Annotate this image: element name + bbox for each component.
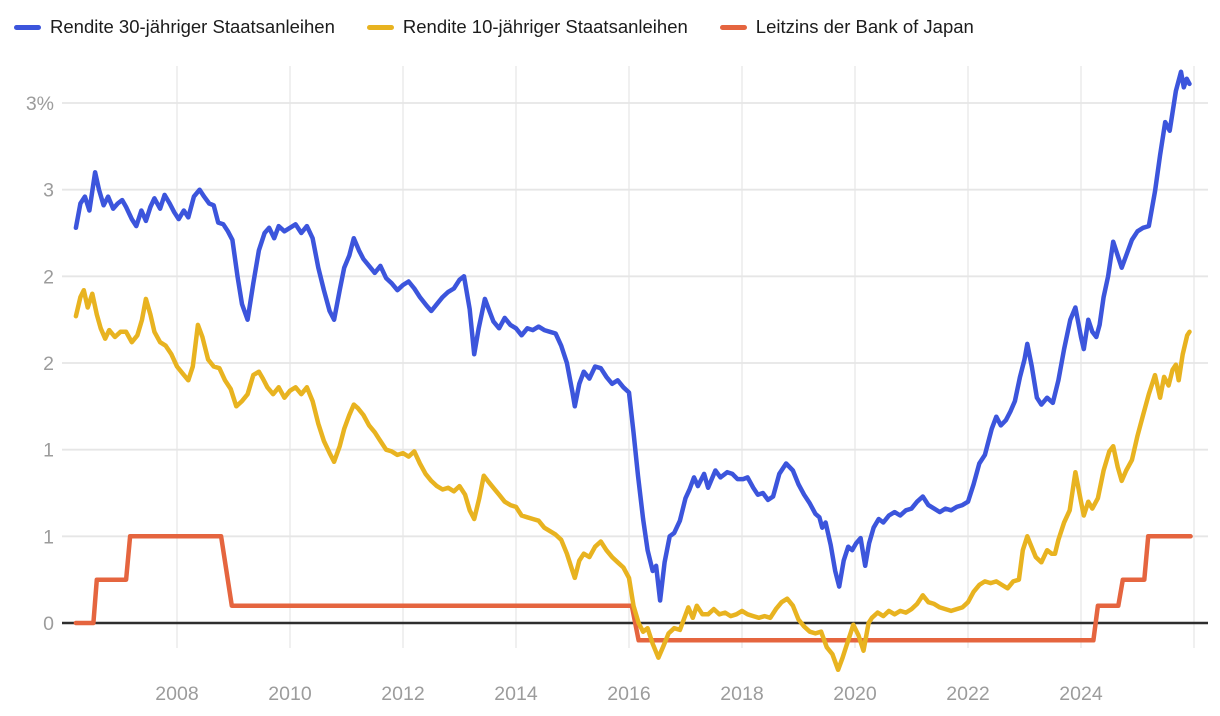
legend-swatch-boj-policy-rate — [719, 24, 747, 30]
svg-text:2020: 2020 — [833, 683, 877, 705]
svg-text:3%: 3% — [26, 93, 54, 115]
svg-text:0: 0 — [43, 613, 54, 635]
svg-text:2022: 2022 — [946, 683, 989, 705]
svg-text:1: 1 — [43, 440, 54, 462]
legend-item-boj-policy-rate: Leitzins der Bank of Japan — [719, 16, 974, 38]
chart-legend: Rendite 30-jähriger Staatsanleihen Rendi… — [14, 16, 974, 38]
svg-text:2010: 2010 — [268, 683, 312, 705]
svg-text:2018: 2018 — [720, 683, 763, 705]
legend-swatch-10y-yield — [366, 24, 394, 30]
legend-label-30y-yield: Rendite 30-jähriger Staatsanleihen — [50, 16, 335, 37]
svg-text:3: 3 — [43, 180, 54, 202]
svg-text:2024: 2024 — [1059, 683, 1103, 705]
svg-text:2: 2 — [43, 353, 54, 375]
legend-swatch-30y-yield — [14, 24, 41, 30]
legend-item-30y-yield: Rendite 30-jähriger Staatsanleihen — [14, 16, 335, 38]
legend-label-10y-yield: Rendite 10-jähriger Staatsanleihen — [402, 16, 688, 37]
svg-text:2008: 2008 — [155, 683, 198, 705]
svg-text:1: 1 — [43, 526, 54, 548]
svg-text:2016: 2016 — [607, 683, 650, 705]
legend-item-10y-yield: Rendite 10-jähriger Staatsanleihen — [366, 16, 688, 38]
svg-text:2012: 2012 — [381, 683, 424, 705]
svg-text:2: 2 — [43, 266, 54, 288]
legend-label-boj-policy-rate: Leitzins der Bank of Japan — [755, 16, 974, 37]
svg-text:2014: 2014 — [494, 683, 538, 705]
